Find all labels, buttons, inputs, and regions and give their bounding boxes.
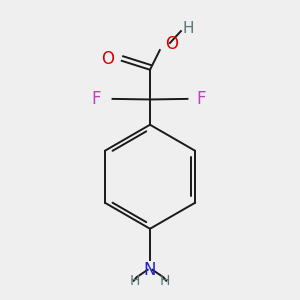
Text: N: N	[144, 261, 156, 279]
Text: H: H	[130, 274, 140, 288]
Text: F: F	[91, 90, 101, 108]
Text: H: H	[160, 274, 170, 288]
Text: O: O	[165, 35, 178, 53]
Text: F: F	[196, 90, 206, 108]
Text: O: O	[101, 50, 114, 68]
Text: H: H	[182, 21, 194, 36]
